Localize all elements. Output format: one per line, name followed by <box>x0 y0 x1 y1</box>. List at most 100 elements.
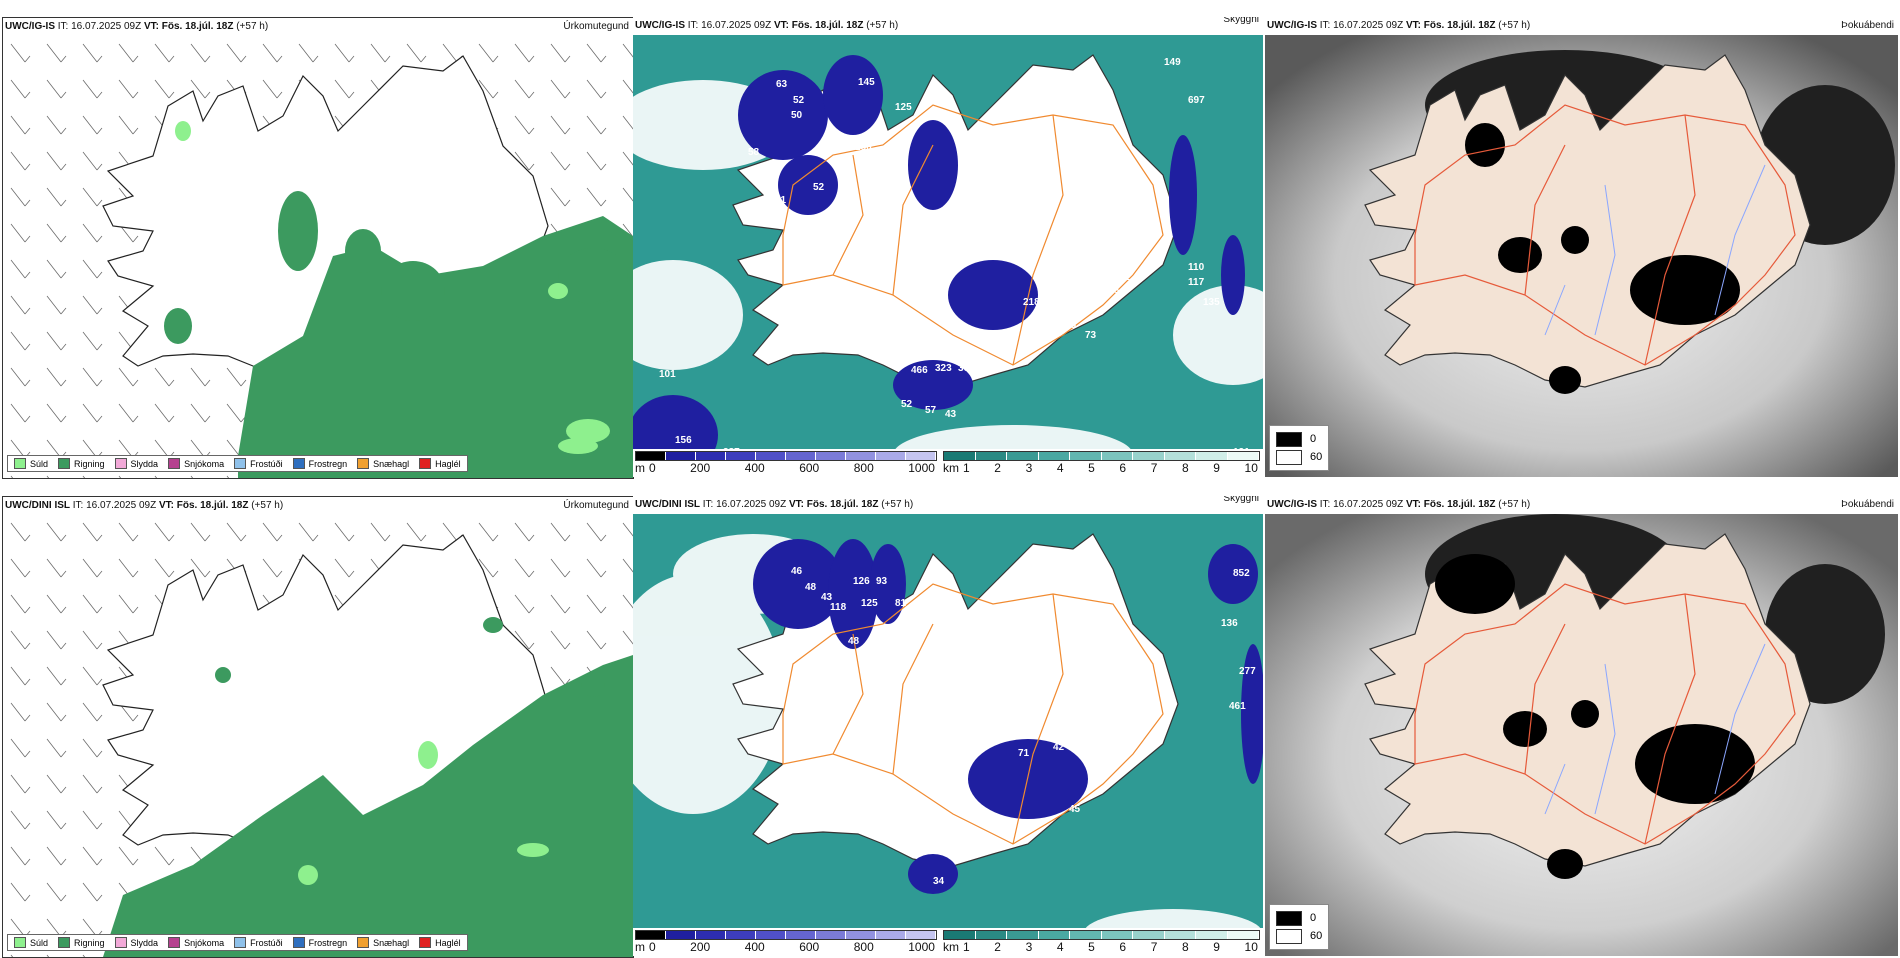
tick: 5 <box>1088 461 1095 475</box>
road-network <box>1414 583 1796 845</box>
tick: 6 <box>1119 940 1127 954</box>
legend-item: Snæhagl <box>357 937 409 948</box>
swatch <box>1276 928 1302 944</box>
fog-map[interactable] <box>1265 35 1898 477</box>
unit-label: m <box>635 461 645 475</box>
valid-time: VT: Fös. 18.júl. 18Z <box>1405 499 1496 510</box>
legend-value: 0 <box>1310 433 1317 445</box>
value-label: 101 <box>1113 272 1130 283</box>
tick: 600 <box>799 940 820 954</box>
value-label: 48 <box>848 636 860 647</box>
lead-time: (+57 h) <box>1498 20 1531 31</box>
value-label: 40 <box>821 135 833 146</box>
drizzle-areas <box>175 121 610 454</box>
value-label: 73 <box>1085 330 1097 341</box>
height-colorbar <box>635 930 937 940</box>
lead-time: (+57 h) <box>866 20 899 31</box>
init-time: IT: 16.07.2025 09Z <box>72 500 157 511</box>
model-name: UWC/DINI ISL <box>635 499 700 510</box>
value-label: 46 <box>791 566 803 577</box>
value-label: 88 <box>895 155 907 166</box>
value-label: 52 <box>793 95 805 106</box>
value-label: 277 <box>1239 666 1256 677</box>
model-name: UWC/IG-IS <box>1267 20 1317 31</box>
distance-colorbar <box>943 930 1260 940</box>
legend-label: Slydda <box>130 937 159 948</box>
height-colorbar <box>635 451 937 461</box>
value-label: 98 <box>945 222 957 233</box>
precip-map[interactable] <box>3 515 633 957</box>
tick: 8 <box>1181 461 1189 475</box>
value-label: 101 <box>659 369 676 380</box>
tick: 0 <box>649 940 656 954</box>
value-label: 110 <box>1188 262 1205 273</box>
precip-type-panel-row2: UWC/DINI ISL IT: 16.07.2025 09Z VT: Fös.… <box>2 496 634 958</box>
fog-index-panel-row2: UWC/IG-IS IT: 16.07.2025 09Z VT: Fös. 18… <box>1265 496 1898 956</box>
tick: 200 <box>690 461 711 475</box>
legend-item: Snjókoma <box>168 937 224 948</box>
swatch <box>14 937 26 948</box>
legend-label: Rigning <box>74 937 105 948</box>
precip-map[interactable] <box>3 36 633 478</box>
low-visibility-areas <box>753 539 1263 894</box>
value-label: 81 <box>895 598 907 609</box>
legend-label: Frostregn <box>308 937 348 948</box>
legend-row: 0 <box>1276 909 1322 927</box>
road-network <box>782 583 1164 845</box>
swatch <box>58 458 71 469</box>
rivers <box>1544 643 1766 815</box>
swatch <box>419 937 432 948</box>
height-ticks: m 0 200 400 600 800 1000 <box>635 461 935 475</box>
tick: 400 <box>744 940 765 954</box>
unit-label: km <box>943 940 959 954</box>
valid-time: VT: Fös. 18.júl. 18Z <box>1405 20 1496 31</box>
legend-label: Snjókoma <box>184 458 225 469</box>
value-label: 125 <box>895 102 912 113</box>
value-label: 117 <box>1188 277 1205 288</box>
tick: 7 <box>1150 940 1158 954</box>
value-label: 48 <box>805 582 817 593</box>
tick: 800 <box>853 940 874 954</box>
value-label: 697 <box>1188 95 1205 106</box>
value-label: 90 <box>1083 746 1095 757</box>
legend-label: Haglél <box>435 458 461 469</box>
legend-item: Slydda <box>114 458 159 469</box>
swatch <box>114 458 127 469</box>
value-label: 43 <box>945 409 957 420</box>
legend-item: Frostregn <box>292 458 347 469</box>
swatch <box>292 937 305 948</box>
precip-type-panel-row1: UWC/IG-IS IT: 16.07.2025 09Z VT: Fös. 18… <box>2 17 634 479</box>
legend-label: Frostúði <box>250 937 283 948</box>
tick: 10 <box>1244 940 1258 954</box>
value-label: 461 <box>1229 701 1246 712</box>
panel-header: UWC/DINI ISL IT: 16.07.2025 09Z VT: Fös.… <box>3 497 633 515</box>
legend-row: 60 <box>1276 448 1322 466</box>
legend-row: 0 <box>1276 430 1322 448</box>
legend-item: Súld <box>14 937 48 948</box>
colorbars: m 0 200 400 600 800 1000 km 1 2 3 4 5 6 … <box>633 928 1263 956</box>
legend-item: Snæhagl <box>357 458 409 469</box>
colorbars: m 0 200 400 600 800 1000 km 1 2 3 4 5 6 … <box>633 449 1263 477</box>
legend-label: Slydda <box>130 458 159 469</box>
tick: 8 <box>1181 940 1189 954</box>
legend-item: Rigning <box>58 937 105 948</box>
tick: 1000 <box>908 461 935 475</box>
swatch <box>234 458 247 469</box>
visibility-map[interactable]: 63 52 50 40 58 52 41 43 145 125 150 88 9… <box>633 35 1263 477</box>
swatch <box>419 458 432 469</box>
value-label: 135 <box>1203 297 1220 308</box>
legend-item: Frostúði <box>234 937 283 948</box>
visibility-map[interactable]: 46 48 43 118 126 93 125 81 48 852 136 27… <box>633 514 1263 956</box>
value-label: 156 <box>675 435 692 446</box>
value-label: 308 <box>958 363 975 374</box>
tick: 7 <box>1150 461 1158 475</box>
legend-item: Snjókoma <box>168 458 224 469</box>
model-name: UWC/DINI ISL <box>5 500 70 511</box>
tick: 9 <box>1213 940 1220 954</box>
fog-map[interactable] <box>1265 514 1898 956</box>
value-label: 118 <box>1103 285 1120 296</box>
unit-label: m <box>635 940 645 954</box>
legend-label: Snæhagl <box>373 458 410 469</box>
panel-title: Úrkomutegund <box>563 21 629 32</box>
tick: 2 <box>994 461 1001 475</box>
